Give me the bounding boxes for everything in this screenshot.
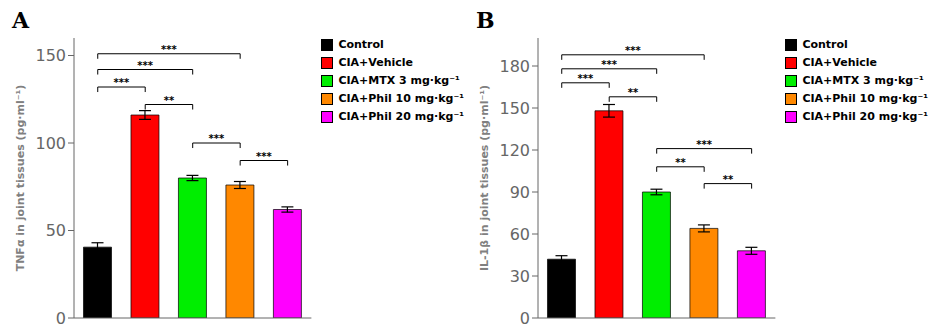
- svg-text:0: 0: [520, 309, 530, 327]
- svg-text:**: **: [628, 87, 639, 98]
- svg-text:***: ***: [256, 151, 272, 162]
- html-text:Control: Control: [338, 38, 384, 51]
- svg-text:90: 90: [510, 183, 530, 202]
- svg-text:***: ***: [161, 44, 177, 55]
- svg-text:50: 50: [46, 221, 66, 240]
- svg-text:***: ***: [137, 60, 153, 71]
- html-text:CIA+Phil 10 mg·kg⁻¹: CIA+Phil 10 mg·kg⁻¹: [802, 92, 928, 105]
- svg-text:150: 150: [499, 99, 530, 118]
- svg-text:30: 30: [510, 267, 530, 286]
- html-text:B: B: [476, 7, 495, 33]
- html-text:CIA+Phil 10 mg·kg⁻¹: CIA+Phil 10 mg·kg⁻¹: [338, 92, 464, 105]
- svg-text:**: **: [675, 157, 686, 168]
- svg-text:TNFα in joint tissues (pg·ml⁻¹: TNFα in joint tissues (pg·ml⁻¹): [14, 85, 27, 272]
- html-text:A: A: [12, 7, 30, 33]
- svg-text:IL-1β in joint tissues (pg·ml⁻: IL-1β in joint tissues (pg·ml⁻¹): [478, 85, 491, 271]
- html-text:CIA+Vehicle: CIA+Vehicle: [338, 56, 413, 69]
- svg-text:**: **: [723, 174, 734, 185]
- svg-text:***: ***: [578, 73, 594, 84]
- html-text:CIA+MTX 3 mg·kg⁻¹: CIA+MTX 3 mg·kg⁻¹: [338, 74, 460, 87]
- svg-text:60: 60: [510, 225, 530, 244]
- html-text:CIA+Vehicle: CIA+Vehicle: [802, 56, 877, 69]
- svg-text:120: 120: [499, 141, 530, 160]
- svg-text:100: 100: [35, 134, 66, 153]
- svg-text:0: 0: [56, 309, 66, 327]
- html-text:CIA+Phil 20 mg·kg⁻¹: CIA+Phil 20 mg·kg⁻¹: [338, 110, 464, 123]
- svg-text:***: ***: [625, 45, 641, 56]
- svg-text:***: ***: [601, 59, 617, 70]
- html-text:CIA+MTX 3 mg·kg⁻¹: CIA+MTX 3 mg·kg⁻¹: [802, 74, 924, 87]
- html-text:Control: Control: [802, 38, 848, 51]
- svg-text:***: ***: [696, 139, 712, 150]
- svg-text:180: 180: [499, 57, 530, 76]
- svg-text:150: 150: [35, 46, 66, 65]
- html-text:CIA+Phil 20 mg·kg⁻¹: CIA+Phil 20 mg·kg⁻¹: [802, 110, 928, 123]
- svg-text:***: ***: [209, 133, 225, 144]
- svg-text:***: ***: [114, 77, 130, 88]
- svg-text:**: **: [164, 95, 175, 106]
